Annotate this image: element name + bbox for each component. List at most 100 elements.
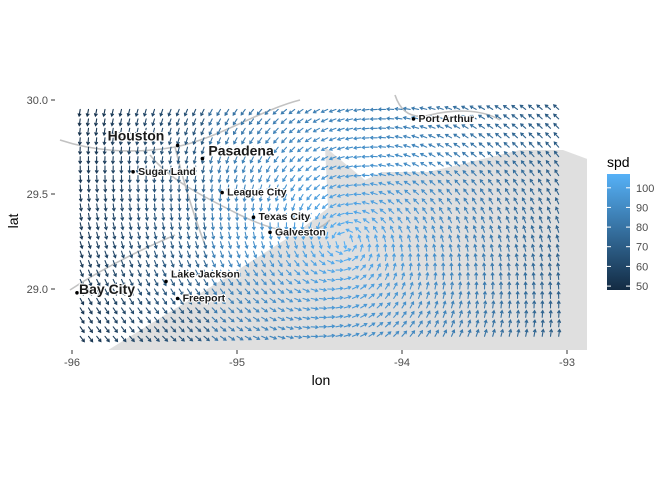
wind-arrow [103,175,108,184]
wind-arrow [401,330,408,337]
wind-arrow [269,326,278,331]
wind-arrow [393,321,400,328]
wind-arrow [463,197,469,205]
wind-arrow [496,169,502,177]
wind-arrow [145,316,152,324]
wind-arrow [474,281,479,290]
wind-arrow [428,170,436,177]
wind-arrow [296,127,304,134]
wind-arrow [241,165,246,174]
wind-arrow [556,281,561,290]
wind-arrow [264,127,271,135]
wind-arrow [327,260,335,265]
wind-arrow [195,260,200,268]
wind-arrow [369,145,378,149]
wind-arrow [160,175,165,184]
wind-arrow [298,193,304,202]
wind-arrow [186,260,192,268]
wind-arrow [145,231,150,240]
wind-arrow [397,216,403,224]
wind-arrow [487,178,494,186]
wind-arrow [505,187,510,196]
wind-arrow [277,278,284,285]
wind-arrow [226,203,231,212]
wind-arrow [436,133,444,139]
wind-arrow [265,156,271,164]
wind-arrow [547,262,552,271]
wind-arrow [475,309,480,318]
wind-arrow [472,197,477,205]
wind-arrow [416,252,421,262]
wind-arrow [515,271,520,281]
wind-arrow [170,335,177,342]
x-tick-label: -96 [64,357,80,369]
wind-arrow [200,146,205,155]
wind-arrow [359,243,364,252]
wind-arrow [554,187,560,196]
wind-arrow [273,146,279,154]
wind-arrow [203,335,210,342]
wind-arrow [329,212,337,218]
wind-arrow [201,165,205,174]
wind-arrow [367,243,372,252]
wind-arrow [455,206,461,214]
wind-arrow [186,241,191,250]
wind-arrow [252,269,258,277]
wind-arrow [548,300,553,309]
wind-arrow [153,250,158,259]
wind-arrow [152,175,157,184]
wind-arrow [320,137,329,142]
wind-arrow [436,152,444,158]
wind-arrow [175,108,180,117]
wind-arrow [120,260,125,268]
wind-arrow [515,281,520,290]
wind-arrow [203,326,210,332]
wind-arrow [128,222,133,231]
wind-arrow [244,297,251,304]
wind-arrow [455,197,461,205]
wind-arrow [401,281,406,290]
wind-arrow [236,326,244,332]
wind-arrow [79,203,83,212]
wind-arrow [294,250,299,259]
wind-arrow [436,115,444,120]
wind-arrow [369,163,378,168]
gulf-land-shading [108,147,587,350]
wind-arrow [170,269,175,278]
wind-arrow [327,333,336,338]
wind-arrow [87,335,94,343]
wind-arrow [401,301,407,309]
y-tick-label: 30.0 [27,95,48,107]
wind-arrow [256,108,263,116]
wind-arrow [120,203,124,212]
wind-arrow [466,290,471,299]
wind-arrow [285,297,294,303]
wind-arrow [308,222,313,231]
wind-arrow [79,297,85,306]
wind-arrow [413,207,420,214]
wind-arrow [548,281,553,290]
wind-arrow [272,108,279,115]
wind-arrow [281,156,288,163]
wind-arrow [548,290,553,299]
wind-arrow [170,241,175,250]
wind-arrow [200,127,205,136]
wind-arrow [186,297,193,305]
wind-arrow [531,262,536,271]
wind-arrow [225,137,230,145]
wind-arrow [336,108,345,113]
wind-arrow [360,322,368,328]
wind-arrow [228,326,236,332]
wind-arrow [328,184,337,189]
wind-arrow [260,231,265,241]
wind-arrow [462,170,469,177]
wind-arrow [393,272,398,281]
wind-arrow [360,284,368,290]
wind-arrow [394,153,403,158]
wind-arrow [178,326,185,333]
wind-arrow [439,206,444,214]
wind-arrow [145,250,150,259]
wind-arrow [327,315,336,319]
wind-arrow [277,316,286,322]
wind-arrow [420,171,428,177]
